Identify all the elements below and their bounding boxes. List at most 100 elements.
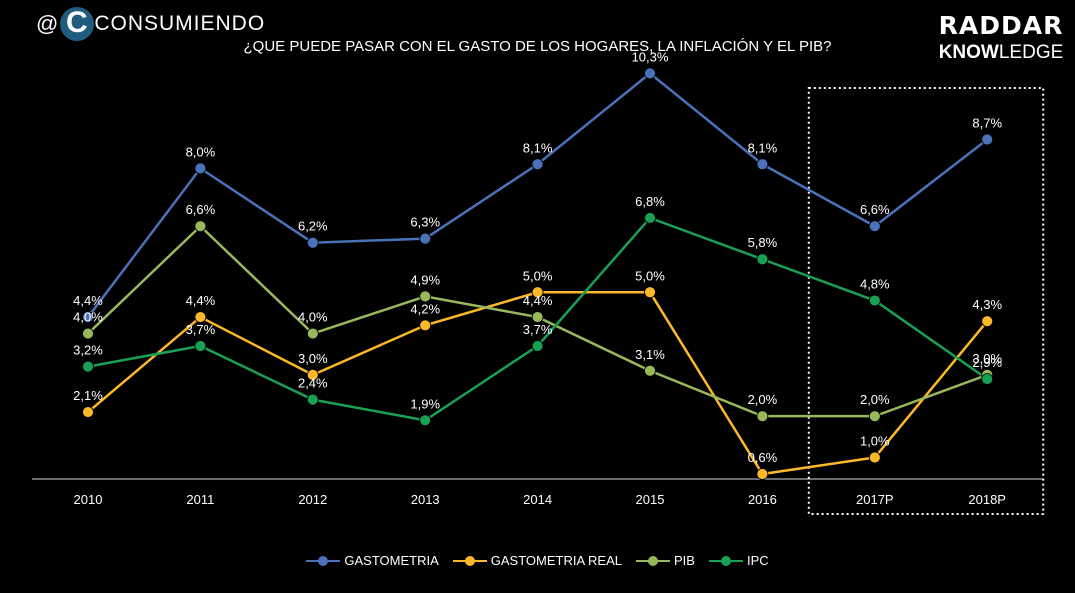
x-tick-label: 2013 bbox=[411, 492, 440, 507]
legend-label: GASTOMETRIA REAL bbox=[490, 553, 622, 568]
data-point bbox=[419, 414, 432, 427]
data-label: 6,6% bbox=[860, 202, 890, 217]
data-point bbox=[644, 67, 656, 80]
legend-swatch bbox=[708, 555, 743, 567]
data-point bbox=[82, 360, 94, 373]
data-point bbox=[194, 311, 207, 323]
data-label: 3,2% bbox=[73, 343, 103, 358]
legend-item: GASTOMETRIA bbox=[306, 553, 439, 568]
legend-label: IPC bbox=[746, 553, 769, 568]
data-point bbox=[82, 406, 94, 418]
data-point bbox=[306, 327, 319, 340]
data-label: 2,9% bbox=[972, 355, 1002, 370]
x-tick-label: 2018P bbox=[968, 492, 1006, 507]
legend-swatch bbox=[306, 555, 341, 567]
x-tick-label: 2011 bbox=[186, 492, 214, 507]
data-label: 3,0% bbox=[298, 351, 328, 366]
data-point bbox=[868, 220, 881, 233]
data-point bbox=[756, 468, 769, 480]
data-label: 2,4% bbox=[298, 376, 328, 391]
raddar-knowledge-logo: RADDAR KNOWLEDGE bbox=[935, 12, 1067, 64]
data-point bbox=[531, 311, 544, 323]
raddar-wordmark: RADDAR bbox=[938, 11, 1064, 40]
legend-label: PIB bbox=[674, 553, 695, 568]
data-label: 4,3% bbox=[972, 297, 1002, 312]
legend-swatch bbox=[452, 555, 487, 567]
data-point bbox=[306, 236, 319, 249]
data-label: 4,4% bbox=[73, 293, 103, 308]
data-label: 5,0% bbox=[523, 268, 553, 283]
legend-item: GASTOMETRIA REAL bbox=[452, 553, 622, 568]
data-label: 3,0% bbox=[972, 351, 1002, 366]
chart-legend: GASTOMETRIA GASTOMETRIA REAL PIB IPC bbox=[0, 553, 1075, 568]
data-point bbox=[194, 340, 207, 352]
data-point bbox=[981, 373, 994, 385]
legend-swatch bbox=[636, 555, 670, 567]
data-point bbox=[644, 286, 656, 299]
data-label: 4,9% bbox=[410, 272, 440, 287]
legend-label: GASTOMETRIA bbox=[344, 553, 439, 568]
x-tick-label: 2010 bbox=[74, 492, 103, 507]
data-point bbox=[756, 158, 769, 171]
data-point bbox=[981, 315, 994, 328]
data-label: 3,1% bbox=[635, 347, 665, 362]
data-point bbox=[419, 319, 432, 332]
data-label: 4,0% bbox=[298, 310, 328, 325]
data-label: 0,6% bbox=[748, 450, 778, 465]
x-tick-label: 2015 bbox=[636, 492, 665, 507]
data-label: 10,3% bbox=[632, 49, 669, 64]
data-point bbox=[868, 451, 881, 464]
data-point bbox=[644, 212, 656, 224]
data-label: 2,1% bbox=[73, 388, 103, 403]
data-label: 2,0% bbox=[860, 392, 890, 407]
consumiendo-c-icon: C bbox=[60, 7, 95, 41]
data-point bbox=[868, 410, 881, 423]
forecast-highlight-box bbox=[807, 87, 1045, 515]
data-point bbox=[194, 220, 207, 233]
data-label: 4,4% bbox=[186, 293, 216, 308]
consumiendo-logo: @ C CONSUMIENDO bbox=[36, 6, 265, 42]
data-label: 4,0% bbox=[73, 310, 103, 325]
data-point bbox=[981, 133, 994, 146]
data-label: 6,2% bbox=[298, 219, 328, 234]
data-point bbox=[531, 340, 544, 352]
brand-at-sign: @ bbox=[36, 11, 60, 36]
legend-item: IPC bbox=[708, 553, 769, 568]
data-point bbox=[306, 368, 319, 381]
data-point bbox=[868, 294, 881, 307]
data-label: 8,0% bbox=[186, 144, 216, 159]
data-point bbox=[531, 286, 544, 299]
x-tick-label: 2016 bbox=[748, 492, 777, 507]
data-point bbox=[756, 410, 769, 423]
data-point bbox=[756, 253, 769, 266]
data-point bbox=[194, 162, 207, 175]
x-tick-label: 2017P bbox=[856, 492, 894, 507]
data-point bbox=[531, 158, 544, 171]
data-label: 8,1% bbox=[748, 140, 778, 155]
data-label: 4,8% bbox=[860, 277, 890, 292]
x-tick-label: 2014 bbox=[523, 492, 552, 507]
knowledge-wordmark: KNOWLEDGE bbox=[935, 42, 1067, 64]
data-label: 4,4% bbox=[523, 293, 553, 308]
data-label: 6,6% bbox=[186, 202, 216, 217]
data-label: 5,0% bbox=[635, 268, 665, 283]
data-label: 8,1% bbox=[523, 140, 553, 155]
data-label: 6,8% bbox=[635, 194, 665, 209]
brand-left-text: CONSUMIENDO bbox=[94, 12, 266, 35]
data-point bbox=[306, 393, 319, 406]
data-label: 1,0% bbox=[860, 433, 890, 448]
data-label: 3,7% bbox=[523, 322, 553, 337]
data-point bbox=[644, 364, 656, 377]
x-tick-label: 2012 bbox=[298, 492, 327, 507]
data-label: 8,7% bbox=[972, 115, 1002, 130]
knowledge-wordmark-ledge: LEDGE bbox=[998, 42, 1064, 63]
data-point bbox=[82, 311, 94, 323]
knowledge-wordmark-know: KNOW bbox=[938, 42, 999, 63]
data-label: 1,9% bbox=[410, 396, 440, 411]
data-label: 6,3% bbox=[410, 215, 440, 230]
data-point bbox=[419, 290, 432, 303]
data-label: 3,7% bbox=[186, 322, 216, 337]
legend-item: PIB bbox=[636, 553, 695, 568]
data-label: 2,0% bbox=[748, 392, 778, 407]
